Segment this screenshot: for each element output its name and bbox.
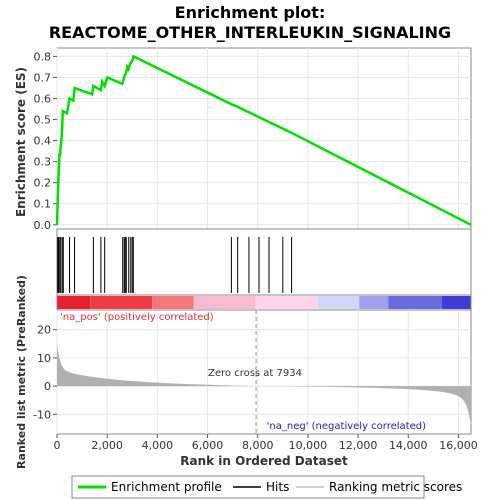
colorbar-segment <box>359 296 388 309</box>
chart-title-line2: REACTOME_OTHER_INTERLEUKIN_SIGNALING <box>49 23 451 42</box>
es-tick-label: 0.4 <box>34 135 52 148</box>
es-tick-label: 0.1 <box>34 198 52 211</box>
zero-cross-label: Zero cross at 7934 <box>208 368 302 379</box>
metric-tick-label: 10 <box>37 352 51 365</box>
neg-correlated-label: 'na_neg' (negatively correlated) <box>267 421 426 432</box>
es-tick-label: 0.0 <box>34 219 52 232</box>
colorbar-segment <box>152 296 193 309</box>
es-tick-label: 0.5 <box>34 114 52 127</box>
colorbar-segment <box>194 296 256 309</box>
es-tick-label: 0.6 <box>34 93 52 106</box>
x-tick-label: 16,000 <box>439 439 478 452</box>
pos-correlated-label: 'na_pos' (positively correlated) <box>60 312 214 323</box>
hits-panel-frame <box>57 229 471 295</box>
chart-title-line1: Enrichment plot: <box>175 3 326 22</box>
colorbar-segment <box>256 296 318 309</box>
es-tick-label: 0.7 <box>34 71 52 84</box>
colorbar-segment <box>57 296 90 309</box>
colorbar-segment <box>442 296 471 309</box>
legend-metric-label: Ranking metric scores <box>329 480 462 494</box>
metric-axis-title: Ranked list metric (PreRanked) <box>15 275 28 469</box>
legend-enrichment-label: Enrichment profile <box>111 480 222 494</box>
es-tick-label: 0.3 <box>34 156 52 169</box>
legend-hits-label: Hits <box>266 480 289 494</box>
es-tick-label: 0.8 <box>34 50 52 63</box>
x-tick-label: 4,000 <box>142 439 174 452</box>
x-tick-label: 6,000 <box>192 439 224 452</box>
hits-panel <box>57 229 471 310</box>
colorbar-segment <box>318 296 359 309</box>
es-tick-label: 0.2 <box>34 177 52 190</box>
metric-panel: 20 10 0 -10 'na_pos' (positively correlated… <box>33 310 471 434</box>
metric-tick-label: 0 <box>44 380 51 393</box>
x-tick-label: 14,000 <box>389 439 428 452</box>
x-tick-label: 0 <box>54 439 61 452</box>
x-axis-title: Rank in Ordered Dataset <box>180 454 348 468</box>
x-tick-label: 10,000 <box>289 439 328 452</box>
metric-tick-label: 20 <box>37 324 51 337</box>
x-tick-label: 8,000 <box>242 439 274 452</box>
metric-tick-label: -10 <box>33 408 51 421</box>
colorbar-segment <box>90 296 152 309</box>
colorbar-segment <box>388 296 442 309</box>
es-panel-frame <box>57 48 471 229</box>
x-tick-label: 12,000 <box>339 439 378 452</box>
legend: Enrichment profile Hits Ranking metric s… <box>72 476 462 498</box>
es-axis-title: Enrichment score (ES) <box>14 67 28 217</box>
es-panel: 0.0 0.1 0.2 0.3 0.4 0.5 0.6 0.7 0.8 <box>34 48 472 232</box>
x-tick-label: 2,000 <box>91 439 123 452</box>
